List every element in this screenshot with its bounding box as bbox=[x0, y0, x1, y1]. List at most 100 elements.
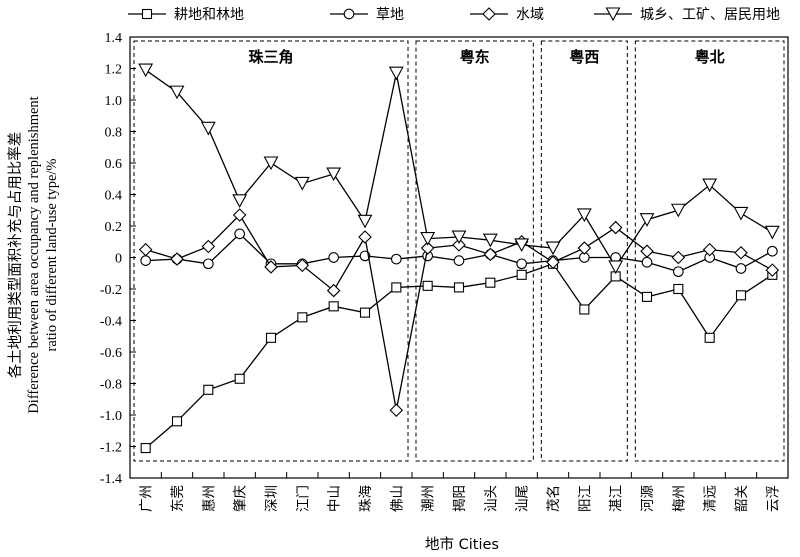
series-4 bbox=[138, 63, 780, 275]
data-point bbox=[516, 258, 528, 270]
legend-label: 水域 bbox=[516, 7, 544, 23]
legend-marker bbox=[482, 7, 496, 21]
x-tick-label: 惠州 bbox=[201, 485, 217, 512]
data-point bbox=[390, 253, 402, 265]
series-1 bbox=[140, 258, 778, 454]
legend-marker bbox=[605, 7, 621, 22]
data-point bbox=[388, 66, 404, 81]
y-tick-label: -0.8 bbox=[100, 378, 122, 393]
data-point bbox=[735, 263, 747, 274]
legend-marker bbox=[141, 8, 153, 20]
x-tick-label: 汕头 bbox=[483, 485, 499, 512]
y-tick-label: 1.4 bbox=[105, 31, 123, 46]
data-point bbox=[483, 247, 498, 262]
data-point bbox=[671, 250, 686, 265]
data-point bbox=[735, 290, 747, 301]
region-box bbox=[133, 40, 409, 462]
data-point bbox=[234, 373, 245, 384]
x-tick-label: 阳江 bbox=[577, 485, 593, 512]
x-tick-label: 湛江 bbox=[609, 485, 625, 512]
y-axis-title: 各土地利用类型面积补充与占用比率差 Difference between are… bbox=[7, 96, 60, 413]
region-box bbox=[415, 40, 534, 462]
data-point bbox=[171, 416, 183, 427]
data-point bbox=[422, 280, 433, 291]
y-tick-label: -0.4 bbox=[100, 315, 122, 330]
data-point bbox=[140, 443, 151, 454]
region-label: 粤北 bbox=[695, 48, 725, 66]
data-point bbox=[639, 213, 655, 227]
data-point bbox=[451, 230, 467, 245]
data-point bbox=[140, 255, 152, 266]
data-point bbox=[546, 255, 560, 270]
data-point bbox=[702, 178, 718, 193]
legend-label: 耕地和林地 bbox=[174, 6, 244, 23]
data-point bbox=[169, 85, 185, 100]
data-point bbox=[608, 260, 624, 275]
y-axis-title-line-1: 各土地利用类型面积补充与占用比率差 bbox=[7, 132, 24, 379]
data-point bbox=[389, 403, 404, 418]
data-point bbox=[326, 283, 341, 298]
x-tick-label: 梅州 bbox=[671, 485, 687, 512]
y-tick-label: -1.4 bbox=[100, 472, 122, 487]
y-tick-label: 0.2 bbox=[105, 220, 123, 235]
data-point bbox=[232, 194, 248, 208]
x-tick-label: 潮州 bbox=[421, 485, 437, 512]
data-point bbox=[200, 121, 216, 136]
series-3 bbox=[138, 208, 780, 418]
data-point bbox=[576, 208, 592, 223]
data-point bbox=[391, 282, 402, 293]
data-point bbox=[297, 312, 308, 323]
series-layer bbox=[138, 63, 780, 454]
x-tick-label: 广州 bbox=[139, 485, 155, 512]
x-tick-label: 茂名 bbox=[545, 485, 562, 512]
x-tick-label: 中山 bbox=[327, 485, 343, 512]
legend-item: 城乡、工矿、居民用地 bbox=[594, 7, 780, 23]
data-point bbox=[138, 242, 153, 257]
data-point bbox=[765, 263, 780, 277]
axis-titles: 地市 Cities 各土地利用类型面积补充与占用比率差 Difference b… bbox=[7, 96, 499, 553]
data-point bbox=[702, 242, 717, 257]
y-tick-label: 1.2 bbox=[105, 63, 123, 78]
data-point bbox=[482, 233, 498, 248]
x-tick-label: 汕尾 bbox=[515, 485, 531, 512]
x-tick-label: 珠海 bbox=[358, 485, 374, 512]
legend-item: 草地 bbox=[330, 7, 404, 23]
region-label: 珠三角 bbox=[248, 48, 293, 66]
x-tick-label: 韶关 bbox=[734, 485, 750, 512]
x-tick-label: 揭阳 bbox=[452, 485, 468, 512]
data-point bbox=[640, 244, 654, 258]
y-tick-label: -1.2 bbox=[100, 441, 122, 456]
data-point bbox=[641, 256, 653, 268]
data-point bbox=[263, 156, 279, 171]
data-point bbox=[764, 225, 780, 240]
y-tick-label: 1.0 bbox=[105, 94, 123, 109]
data-point bbox=[201, 239, 216, 254]
x-tick-label: 肇庆 bbox=[233, 485, 249, 512]
data-point bbox=[295, 258, 310, 273]
region-box bbox=[634, 40, 785, 462]
data-point bbox=[203, 384, 214, 395]
y-tick-label: -0.6 bbox=[100, 346, 122, 361]
data-point bbox=[232, 208, 247, 222]
data-point bbox=[202, 258, 214, 270]
region-box bbox=[540, 40, 628, 462]
data-point bbox=[579, 304, 590, 315]
y-axis-title-line-2: Difference between area occupancy and re… bbox=[26, 96, 42, 413]
legend-item: 水域 bbox=[470, 7, 544, 23]
x-tick-label: 东莞 bbox=[170, 485, 186, 512]
region-label: 粤西 bbox=[569, 48, 599, 66]
data-point bbox=[608, 220, 623, 235]
data-point bbox=[641, 291, 653, 302]
y-axis: 1.4 1.2 1.0 0.8 0.6 0.4 0.2 0 -0.2 -0.4 -0.6 -0.8 -1… bbox=[100, 31, 136, 487]
y-tick-label: 0 bbox=[115, 252, 122, 267]
data-point bbox=[672, 266, 684, 278]
legend-label: 草地 bbox=[376, 7, 404, 23]
region-boxes: 珠三角 粤东 粤西 粤北 bbox=[133, 40, 785, 462]
y-tick-label: 0.4 bbox=[105, 189, 123, 204]
x-tick-label: 深圳 bbox=[264, 485, 280, 512]
data-point bbox=[704, 332, 715, 343]
data-point bbox=[420, 232, 436, 246]
data-point bbox=[673, 283, 684, 295]
x-tick-label: 佛山 bbox=[389, 485, 405, 512]
